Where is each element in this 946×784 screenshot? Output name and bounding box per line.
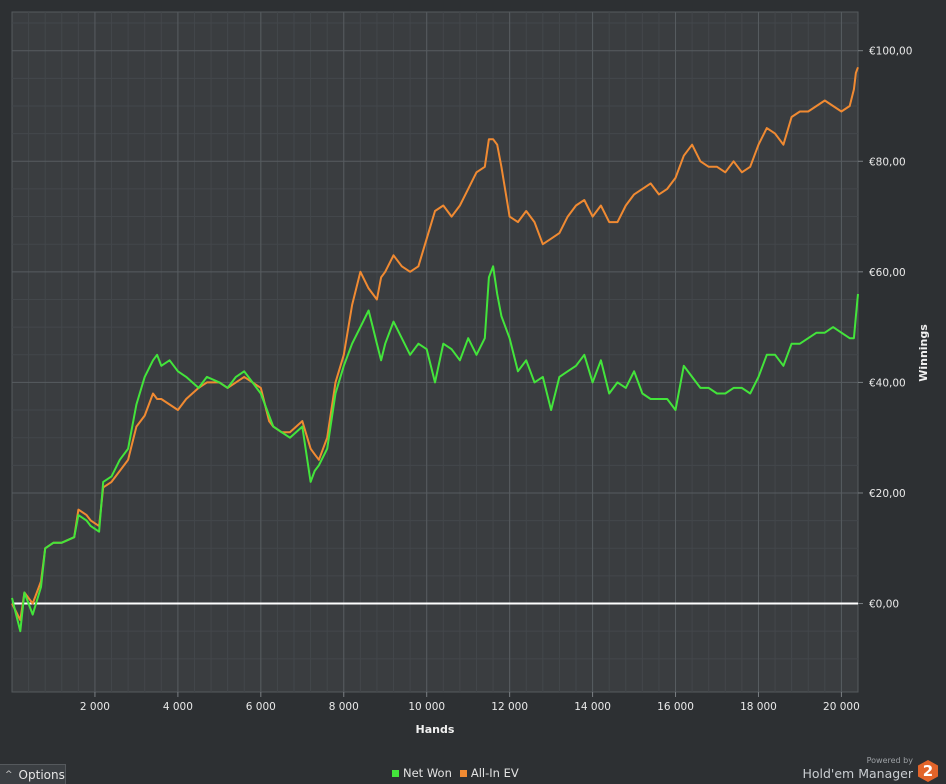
- y-tick-label: €40,00: [869, 377, 906, 389]
- chevron-up-icon: ^: [5, 769, 13, 780]
- series-line-net-won: [11, 265, 859, 633]
- x-tick-label: 12 000: [491, 701, 528, 713]
- x-tick-label: 6 000: [246, 701, 276, 713]
- powered-by-text: Powered by: [866, 756, 913, 765]
- x-tick-label: 16 000: [657, 701, 694, 713]
- y-tick-label: €80,00: [869, 156, 906, 168]
- legend-item-all-in-ev[interactable]: All-In EV: [459, 766, 519, 780]
- x-tick-labels: 2 000 4 000 6 000 8 000 10 000 12 000 14 000 16…: [80, 701, 860, 713]
- legend-swatch-net-won: [392, 769, 399, 777]
- series-layer: [11, 66, 859, 633]
- x-tick-label: 18 000: [740, 701, 777, 713]
- y-tick-label: €0,00: [869, 599, 899, 611]
- minor-grid: [12, 12, 858, 692]
- x-tick-label: 20 000: [823, 701, 860, 713]
- x-axis-title: Hands: [416, 723, 455, 736]
- chart-legend: Net Won All-In EV: [392, 765, 519, 781]
- y-tick-label: €100,00: [869, 46, 912, 58]
- product-name: Hold'em Manager: [802, 766, 913, 781]
- series-line-all-in-ev: [11, 66, 859, 622]
- x-tick-label: 14 000: [574, 701, 611, 713]
- x-tick-label: 10 000: [408, 701, 445, 713]
- x-tick-label: 4 000: [163, 701, 193, 713]
- legend-label-all-in-ev: All-In EV: [470, 766, 519, 780]
- y-tick-label: €20,00: [869, 488, 906, 500]
- options-label: Options: [18, 767, 65, 782]
- y-axis-title: Winnings: [917, 324, 930, 382]
- x-tick-label: 2 000: [80, 701, 110, 713]
- branding: Powered by Hold'em Manager 2: [802, 752, 938, 782]
- legend-swatch-all-in-ev: [459, 769, 467, 777]
- x-tick-label: 8 000: [329, 701, 359, 713]
- hm2-logo-icon: 2: [918, 760, 938, 782]
- plot-area: [11, 11, 859, 693]
- y-tick-label: €60,00: [869, 267, 906, 279]
- legend-label-net-won: Net Won: [403, 766, 452, 780]
- y-tick-labels: €0,00 €20,00 €40,00 €60,00 €80,00 €100,00: [869, 46, 912, 611]
- legend-item-net-won[interactable]: Net Won: [392, 766, 452, 780]
- options-button[interactable]: ^ Options: [0, 764, 66, 784]
